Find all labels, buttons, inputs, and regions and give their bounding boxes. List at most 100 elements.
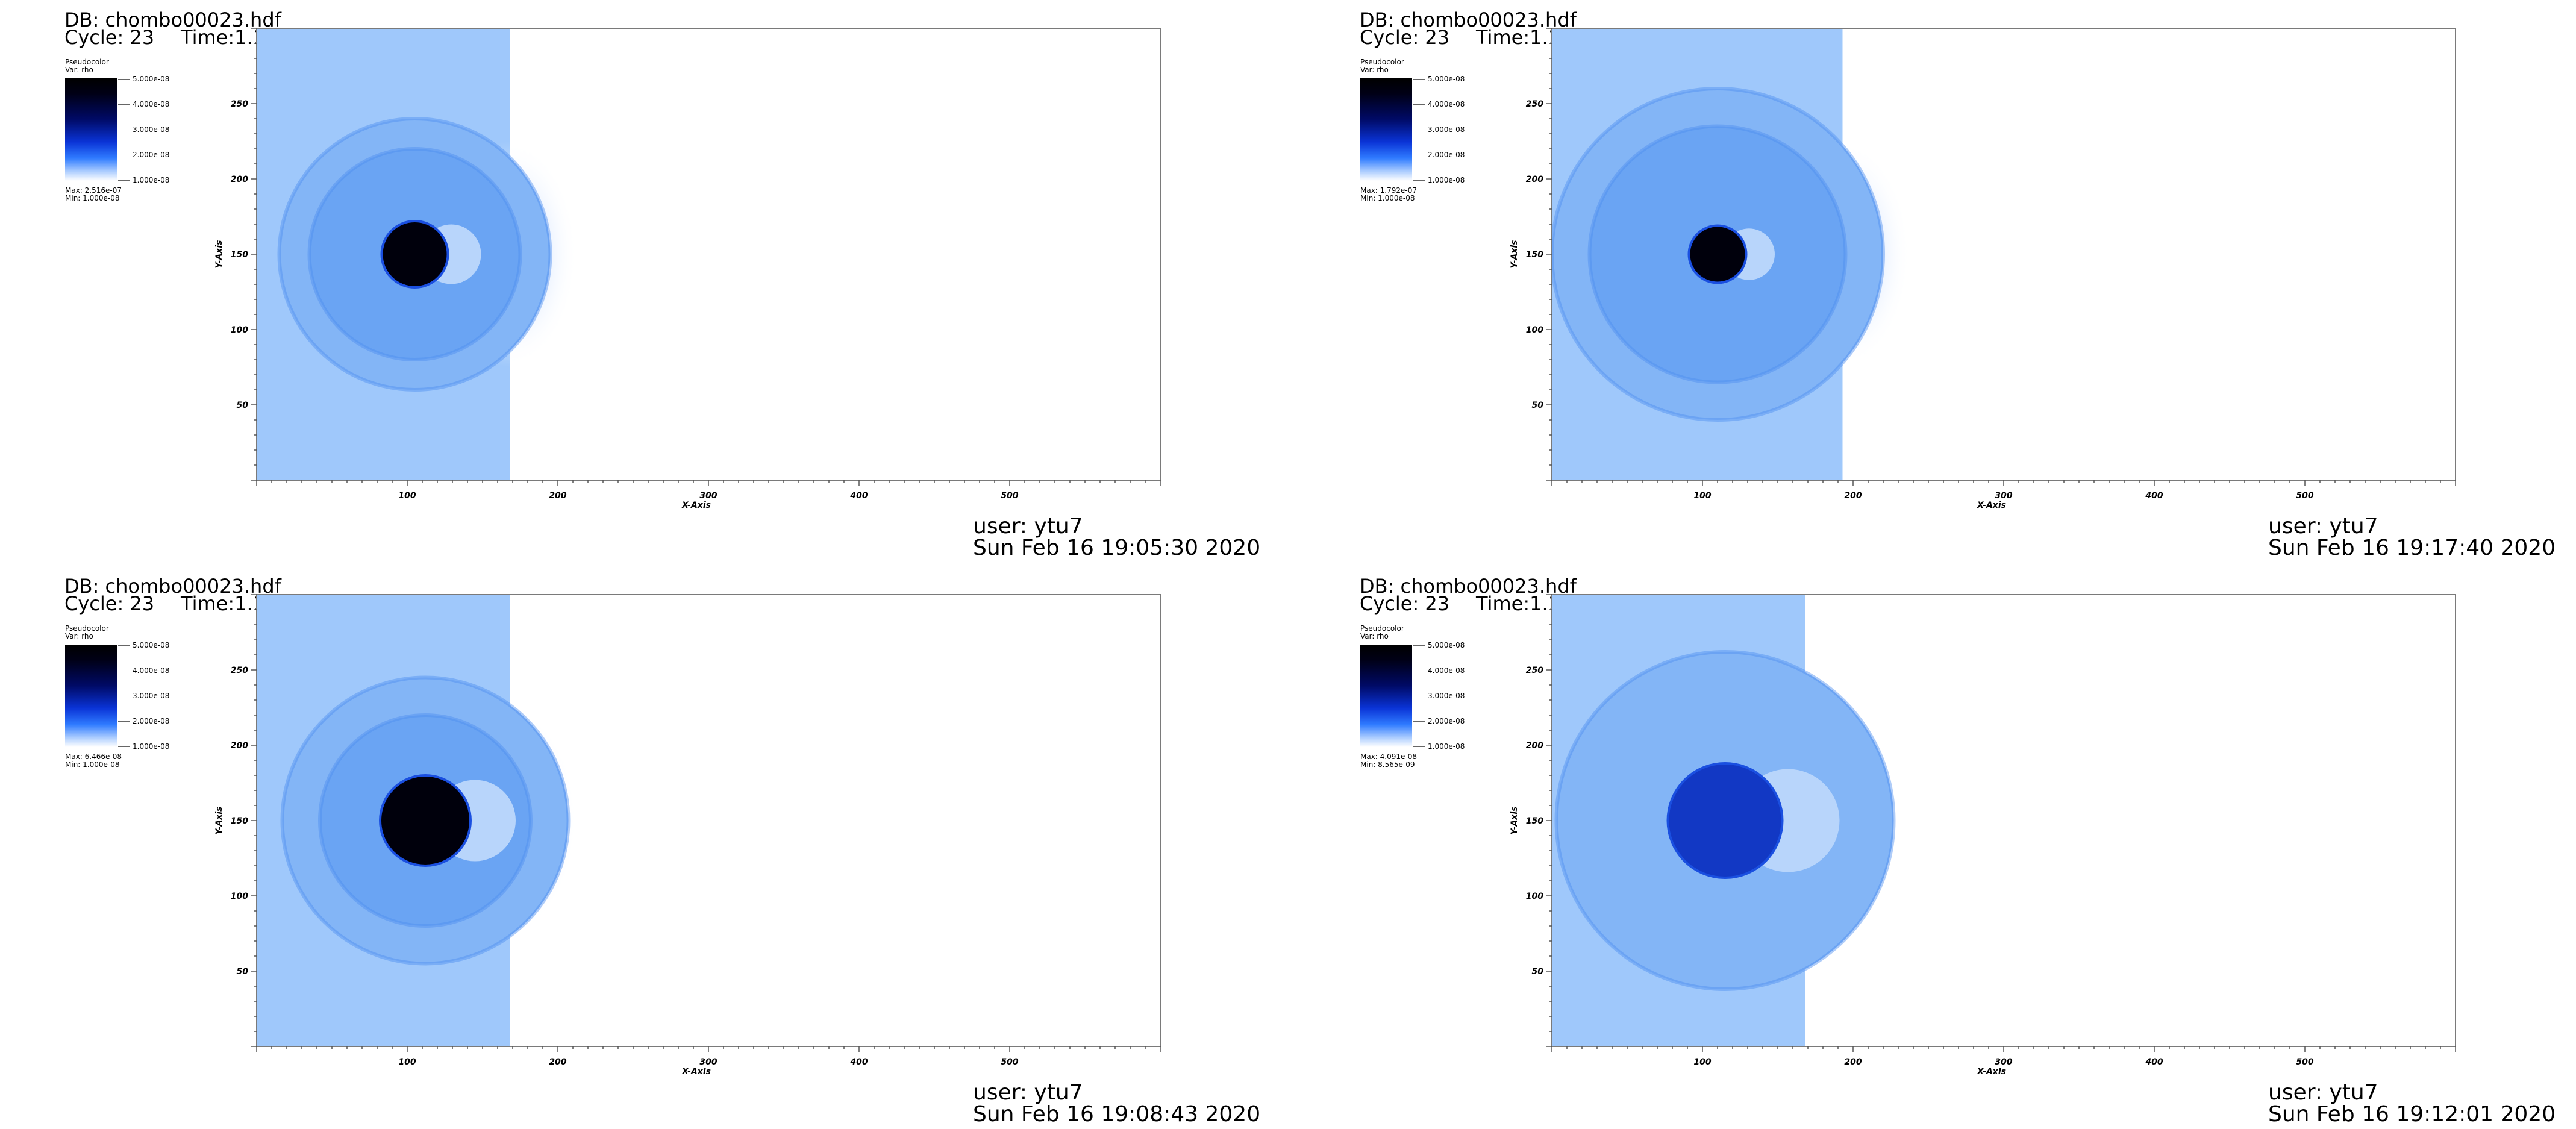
- y-tick-label: 250: [231, 99, 248, 109]
- colorbar-tick-label: 3.000e-08: [133, 692, 170, 700]
- x-tick-label: 500: [1001, 1057, 1018, 1067]
- colorbar-tick-label: 1.000e-08: [133, 176, 170, 184]
- colorbar-tick: [1413, 645, 1425, 646]
- legend-max: Max: 2.516e-07: [65, 186, 122, 195]
- user-label: user: ytu7: [2268, 514, 2378, 539]
- y-tick-label: 150: [231, 816, 248, 826]
- x-tick-label: 500: [2296, 1057, 2313, 1067]
- pseudocolor-plot: 100 200 300 400 500 50 100 150 200 250 X-Axis Y-Axi…: [214, 28, 1161, 510]
- colorbar-tick-label: 2.000e-08: [1428, 717, 1465, 725]
- x-tick-label: 400: [2145, 1057, 2163, 1067]
- y-tick-label: 250: [1526, 99, 1543, 109]
- user-label: user: ytu7: [973, 514, 1083, 539]
- x-tick-label: 100: [398, 491, 416, 501]
- colorbar: [1360, 78, 1412, 181]
- date-label: Sun Feb 16 19:12:01 2020: [2268, 1102, 2556, 1127]
- db-label: DB: chombo00023.hdf: [1360, 8, 1577, 31]
- x-axis-title: X-Axis: [1977, 501, 2006, 510]
- y-tick-label: 150: [1526, 250, 1543, 260]
- y-tick-label: 250: [231, 666, 248, 675]
- x-tick-label: 200: [1844, 491, 1862, 501]
- cycle-label: Cycle: 23: [64, 26, 155, 49]
- cycle-label: Cycle: 23: [1360, 592, 1450, 615]
- colorbar-tick-label: 1.000e-08: [1428, 176, 1465, 184]
- axes: 100 200 300 400 500 50 100 150 200 250 X-Axis Y-Axi…: [1510, 594, 2456, 1077]
- y-tick-label: 250: [1526, 666, 1543, 675]
- colorbar: [65, 645, 117, 747]
- user-label: user: ytu7: [973, 1080, 1083, 1105]
- colorbar-tick-label: 3.000e-08: [133, 125, 170, 134]
- colorbar-tick: [118, 180, 130, 181]
- colorbar-tick-label: 4.000e-08: [1428, 666, 1465, 675]
- x-axis-title: X-Axis: [681, 1067, 711, 1077]
- x-tick-label: 100: [398, 1057, 416, 1067]
- x-tick-label: 400: [2145, 491, 2163, 501]
- x-tick-label: 200: [549, 491, 566, 501]
- x-tick-label: 300: [699, 1057, 717, 1067]
- y-tick-label: 150: [1526, 816, 1543, 826]
- density-field: [1552, 28, 2456, 480]
- db-label: DB: chombo00023.hdf: [64, 575, 281, 598]
- y-tick-label: 50: [1532, 401, 1544, 410]
- colorbar-tick: [1413, 721, 1425, 722]
- x-tick-label: 100: [1693, 491, 1711, 501]
- dense-cloud: [1687, 224, 1748, 284]
- colorbar-tick: [118, 104, 130, 105]
- colorbar-tick-label: 2.000e-08: [133, 717, 170, 725]
- x-tick-label: 400: [849, 1057, 868, 1067]
- cycle-label: Cycle: 23: [64, 592, 155, 615]
- legend-title: Pseudocolor: [65, 624, 109, 633]
- colorbar-tick-label: 2.000e-08: [133, 151, 170, 159]
- colorbar-tick-label: 4.000e-08: [133, 666, 170, 675]
- dense-cloud: [1666, 762, 1784, 879]
- x-tick-label: 200: [1844, 1057, 1862, 1067]
- colorbar-tick-label: 3.000e-08: [1428, 692, 1465, 700]
- y-axis-title: Y-Axis: [214, 240, 224, 269]
- density-field: [1552, 595, 2456, 1046]
- y-tick-label: 50: [1532, 967, 1544, 977]
- x-tick-label: 100: [1693, 1057, 1711, 1067]
- legend-var: Var: rho: [65, 66, 93, 74]
- y-axis-title: Y-Axis: [1510, 807, 1519, 835]
- pseudocolor-plot: 100 200 300 400 500 50 100 150 200 250 X-Axis Y-Axi…: [1510, 594, 2456, 1077]
- colorbar-tick: [1413, 79, 1425, 80]
- x-tick-label: 300: [699, 491, 717, 501]
- y-tick-label: 200: [1526, 175, 1543, 184]
- density-field: [257, 28, 1160, 480]
- colorbar-tick: [1413, 180, 1425, 181]
- legend-min: Min: 1.000e-08: [1360, 194, 1415, 202]
- colorbar-tick-label: 5.000e-08: [133, 641, 170, 649]
- colorbar-tick: [1413, 104, 1425, 105]
- y-axis-title: Y-Axis: [214, 807, 224, 835]
- axes: 100 200 300 400 500 50 100 150 200 250 X-Axis Y-Axi…: [1510, 28, 2456, 510]
- colorbar-tick-label: 5.000e-08: [133, 75, 170, 83]
- plot-panel-2: DB: chombo00023.hdf Cycle: 23 Time:1.15e…: [1295, 0, 2576, 563]
- legend-var: Var: rho: [65, 632, 93, 640]
- legend-title: Pseudocolor: [65, 58, 109, 66]
- x-tick-label: 500: [1001, 491, 1018, 501]
- legend-max: Max: 6.466e-08: [65, 752, 122, 761]
- legend-title: Pseudocolor: [1360, 58, 1404, 66]
- cycle-label: Cycle: 23: [1360, 26, 1450, 49]
- y-tick-label: 100: [231, 325, 248, 335]
- date-label: Sun Feb 16 19:17:40 2020: [2268, 536, 2556, 560]
- pseudocolor-plot: 100 200 300 400 500 50 100 150 200 250 X-Axis Y-Axi…: [1510, 28, 2456, 510]
- pseudocolor-plot: 100 200 300 400 500 50 100 150 200 250 X-Axis Y-Axi…: [214, 594, 1161, 1077]
- colorbar-tick-label: 4.000e-08: [133, 100, 170, 108]
- y-tick-label: 50: [237, 967, 249, 977]
- x-tick-label: 300: [1995, 1057, 2012, 1067]
- user-label: user: ytu7: [2268, 1080, 2378, 1105]
- y-axis-title: Y-Axis: [1510, 240, 1519, 269]
- y-tick-label: 100: [1526, 892, 1543, 901]
- legend-min: Min: 8.565e-09: [1360, 760, 1415, 769]
- y-tick-label: 200: [1526, 741, 1543, 751]
- density-field: [257, 595, 1160, 1046]
- x-axis-title: X-Axis: [1977, 1067, 2006, 1077]
- colorbar-tick-label: 5.000e-08: [1428, 75, 1465, 83]
- legend-max: Max: 1.792e-07: [1360, 186, 1418, 195]
- y-tick-label: 100: [1526, 325, 1543, 335]
- y-tick-label: 200: [231, 741, 248, 751]
- db-label: DB: chombo00023.hdf: [64, 8, 281, 31]
- colorbar-tick: [1413, 746, 1425, 747]
